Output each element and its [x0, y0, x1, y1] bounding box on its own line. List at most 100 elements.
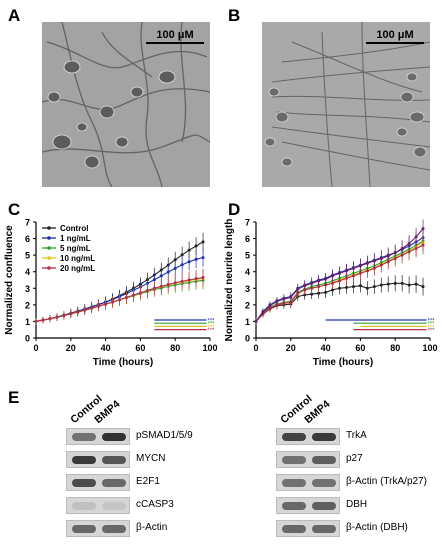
- chart-c-xtick-label: 80: [170, 343, 180, 353]
- blot-left-protein-label: E2F1: [136, 476, 160, 487]
- chart-d-data-point: [338, 279, 342, 283]
- chart-c-data-point: [152, 286, 156, 290]
- chart-d-significance-star: ***: [428, 322, 436, 328]
- chart-d-data-point: [372, 266, 376, 270]
- blot-right-band-control: [282, 502, 306, 510]
- scale-text-b: 100 μM: [376, 29, 414, 41]
- chart-d-significance-star: ***: [428, 328, 436, 334]
- micrograph-b: 100 μM: [262, 22, 430, 187]
- chart-c-legend-marker: [47, 266, 51, 270]
- chart-c-data-point: [201, 256, 205, 260]
- chart-d-data-point: [386, 254, 390, 258]
- chart-d-data-point: [317, 285, 321, 289]
- chart-d-data-point: [379, 283, 383, 287]
- panel-label-c: C: [8, 200, 21, 219]
- chart-d-ytick-label: 1: [245, 317, 250, 327]
- chart-d-data-point: [372, 259, 376, 263]
- chart-d-xtick-label: 20: [286, 343, 296, 353]
- chart-c-xtick-label: 60: [135, 343, 145, 353]
- panel-label-b: B: [228, 6, 241, 25]
- chart-d-ytick-label: 7: [245, 218, 250, 228]
- chart-d-data-point: [282, 297, 286, 301]
- chart-c-data-point: [34, 319, 38, 323]
- chart-c-legend-marker: [47, 256, 51, 260]
- chart-c-legend-label: 20 ng/mL: [60, 264, 95, 273]
- chart-c-ytick-label: 0: [25, 334, 30, 344]
- micrograph-a-image: [42, 22, 210, 187]
- chart-d-xtick-label: 40: [321, 343, 331, 353]
- chart-c-legend-label: 1 ng/mL: [60, 234, 91, 243]
- blot-right-protein-label: DBH: [346, 499, 368, 510]
- chart-d-data-point: [421, 285, 425, 289]
- chart-d-data-point: [393, 281, 397, 285]
- chart-d-data-point: [358, 264, 362, 268]
- chart-d-data-point: [414, 247, 418, 251]
- scale-line-b: [366, 42, 424, 44]
- chart-d-data-point: [344, 269, 348, 273]
- chart-d-xtick-label: 0: [253, 343, 258, 353]
- micrograph-b-image: [262, 22, 430, 187]
- chart-c-data-point: [201, 276, 205, 280]
- chart-c-data-point: [41, 318, 45, 322]
- blot-right-band-control: [282, 525, 306, 533]
- chart-d-data-point: [324, 277, 328, 281]
- chart-d-data-point: [254, 319, 258, 323]
- chart-c-data-point: [90, 306, 94, 310]
- chart-c-data-point: [180, 279, 184, 283]
- scale-text-a: 100 μM: [156, 29, 194, 41]
- chart-c-legend-marker: [47, 226, 51, 230]
- chart-c-data-point: [201, 240, 205, 244]
- chart-d-data-point: [351, 266, 355, 270]
- chart-d-data-point: [379, 256, 383, 260]
- scale-line-a: [146, 42, 204, 44]
- chart-d-y-axis-label: Normalized neurite length: [224, 219, 235, 342]
- chart-d-x-axis-label: Time (hours): [313, 357, 373, 368]
- blot-left-protein-label: MYCN: [136, 453, 166, 464]
- chart-c-data-point: [152, 278, 156, 282]
- chart-c-significance-star: ***: [208, 319, 216, 325]
- chart-d-data-point: [344, 276, 348, 280]
- chart-d-ytick-label: 3: [245, 284, 250, 294]
- chart-c-data-point: [173, 266, 177, 270]
- chart-c-legend-marker: [47, 236, 51, 240]
- chart-c-ytick-label: 5: [25, 251, 30, 261]
- chart-c-ytick-label: 3: [25, 284, 30, 294]
- chart-c-data-point: [187, 260, 191, 264]
- blot-left-blot-strip: [66, 428, 130, 445]
- chart-c-legend-marker: [47, 246, 51, 250]
- blot-left-band-bmp4: [102, 456, 126, 464]
- chart-d-data-point: [317, 279, 321, 283]
- chart-d-data-point: [351, 274, 355, 278]
- chart-c-data-point: [104, 302, 108, 306]
- blot-left-blot-strip: [66, 451, 130, 468]
- chart-d-ytick-label: 2: [245, 300, 250, 310]
- chart-d-data-point: [400, 281, 404, 285]
- blot-right-protein-label: β-Actin (TrkA/p27): [346, 476, 427, 487]
- chart-c-significance-star: ***: [208, 325, 216, 331]
- chart-c-xtick-label: 100: [202, 343, 217, 353]
- chart-c-xtick-label: 0: [33, 343, 38, 353]
- chart-d-data-point: [282, 301, 286, 305]
- blot-right-protein-label: p27: [346, 453, 363, 464]
- blot-right-band-bmp4: [312, 433, 336, 441]
- chart-c-ytick-label: 7: [25, 218, 30, 228]
- chart-d-data-point: [268, 304, 272, 308]
- chart-c-legend-label: Control: [60, 224, 88, 233]
- chart-d-data-point: [317, 291, 321, 295]
- chart-c-y-axis-label: Normalized confluence: [4, 225, 15, 335]
- blot-left-protein-label: cCASP3: [136, 499, 174, 510]
- blot-right-band-bmp4: [312, 456, 336, 464]
- blot-left-band-control: [72, 502, 96, 510]
- chart-d-ytick-label: 0: [245, 334, 250, 344]
- chart-d-data-point: [303, 293, 307, 297]
- blot-left-protein-label: pSMAD1/5/9: [136, 430, 193, 441]
- chart-c-data-point: [48, 317, 52, 321]
- blot-right-band-bmp4: [312, 525, 336, 533]
- blot-right-band-bmp4: [312, 502, 336, 510]
- blot-left-band-control: [72, 456, 96, 464]
- blot-right-blot-strip: [276, 451, 340, 468]
- chart-d-data-point: [275, 300, 279, 304]
- chart-c-data-point: [124, 295, 128, 299]
- chart-d-data-point: [331, 274, 335, 278]
- chart-c-data-point: [173, 281, 177, 285]
